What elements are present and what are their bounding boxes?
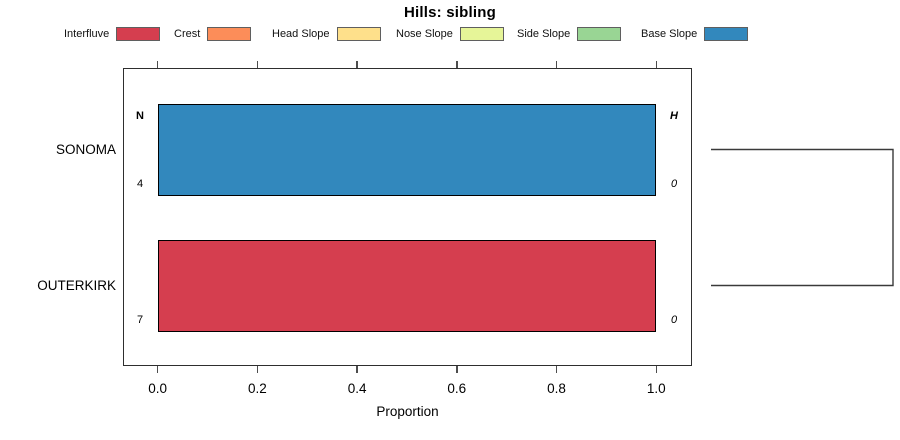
bar-segment-base-slope	[157, 103, 657, 196]
x-tick-label: 0.8	[547, 381, 566, 396]
legend-item-side-slope: Side Slope	[517, 26, 622, 42]
row-n-value: 7	[136, 313, 144, 326]
chart-title: Hills: sibling	[404, 4, 496, 21]
bar-segment-interfluve	[157, 239, 657, 332]
x-tick-bottom	[655, 365, 658, 373]
x-tick-top	[156, 60, 159, 68]
left-column-header: N	[136, 109, 144, 122]
x-tick-label: 0.4	[347, 381, 367, 396]
y-category-label: SONOMA	[55, 141, 116, 157]
legend-item-interfluve: Interfluve	[64, 26, 161, 42]
legend-item-label: Nose Slope	[396, 28, 453, 40]
legend-color-swatch	[577, 27, 622, 41]
legend-item-label: Base Slope	[641, 28, 698, 40]
legend-color-swatch	[207, 27, 252, 41]
legend-item-crest: Crest	[174, 26, 252, 42]
legend-item-label: Side Slope	[517, 28, 571, 40]
legend-item-label: Interfluve	[64, 28, 110, 40]
legend-color-swatch	[336, 27, 381, 41]
x-tick-top	[256, 60, 259, 68]
legend-color-swatch	[459, 27, 504, 41]
x-tick-label: 0.0	[148, 381, 167, 396]
x-tick-bottom	[256, 365, 259, 373]
row-h-value: 0	[670, 177, 678, 190]
y-category-label: OUTERKIRK	[37, 277, 116, 293]
legend-item-label: Head Slope	[272, 28, 330, 40]
legend-item-head-slope: Head Slope	[272, 26, 381, 42]
x-tick-top	[356, 60, 358, 68]
x-tick-top	[555, 60, 558, 68]
legend-item-base-slope: Base Slope	[641, 26, 749, 42]
x-tick-bottom	[156, 365, 159, 373]
legend-color-swatch	[116, 27, 161, 41]
x-tick-bottom	[456, 365, 458, 373]
x-tick-top	[456, 60, 458, 68]
x-tick-bottom	[555, 365, 558, 373]
x-tick-top	[655, 60, 658, 68]
row-n-value: 4	[136, 177, 144, 190]
x-tick-bottom	[356, 365, 358, 373]
x-tick-label: 0.2	[247, 381, 267, 396]
x-tick-label: 1.0	[646, 381, 666, 396]
legend-item-nose-slope: Nose Slope	[396, 26, 504, 42]
legend-color-swatch	[704, 27, 749, 41]
legend-item-label: Crest	[174, 28, 201, 40]
row-h-value: 0	[670, 313, 678, 326]
right-column-header: H	[670, 109, 678, 122]
x-axis-title: Proportion	[376, 404, 439, 419]
x-tick-label: 0.6	[447, 381, 467, 396]
